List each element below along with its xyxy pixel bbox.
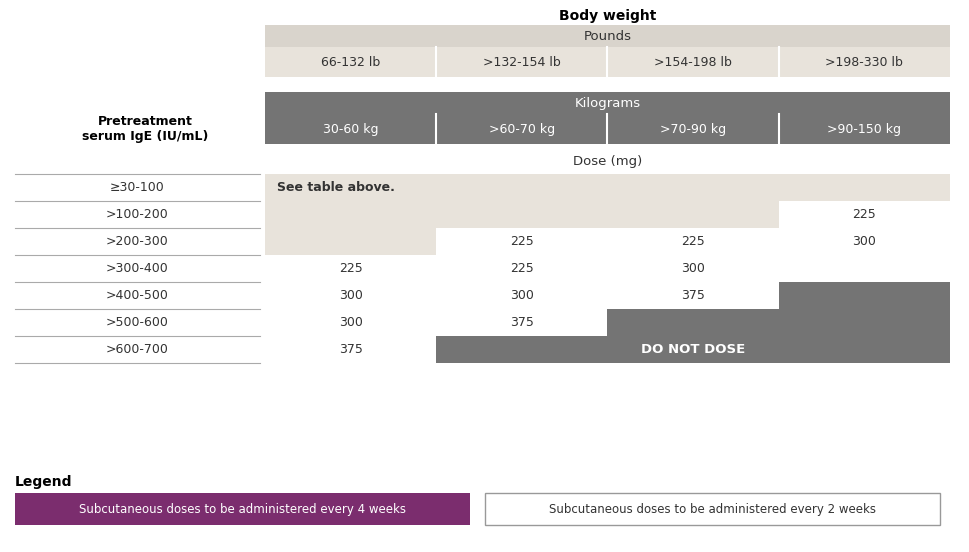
- Text: >90-150 kg: >90-150 kg: [827, 123, 900, 135]
- Text: >154-198 lb: >154-198 lb: [653, 56, 732, 68]
- Text: 300: 300: [852, 235, 875, 248]
- Bar: [265, 228, 436, 255]
- Text: 66-132 lb: 66-132 lb: [321, 56, 380, 68]
- Bar: [436, 201, 607, 228]
- Text: Subcutaneous doses to be administered every 4 weeks: Subcutaneous doses to be administered ev…: [78, 502, 406, 516]
- Text: 300: 300: [680, 262, 704, 275]
- Bar: [607, 336, 778, 363]
- Bar: [265, 47, 949, 77]
- Text: See table above.: See table above.: [277, 181, 394, 194]
- Text: >600-700: >600-700: [106, 343, 169, 356]
- Bar: [607, 309, 778, 336]
- Bar: [15, 493, 470, 525]
- Bar: [436, 174, 607, 201]
- Bar: [778, 309, 949, 336]
- Text: 375: 375: [338, 343, 362, 356]
- Text: >100-200: >100-200: [106, 208, 169, 221]
- Text: Pretreatment
serum IgE (IU/mL): Pretreatment serum IgE (IU/mL): [81, 115, 208, 143]
- Text: 225: 225: [510, 235, 533, 248]
- Text: >70-90 kg: >70-90 kg: [659, 123, 726, 135]
- Text: 300: 300: [510, 289, 533, 302]
- Bar: [607, 174, 778, 201]
- Text: 225: 225: [510, 262, 533, 275]
- Text: 375: 375: [510, 316, 533, 329]
- Text: Subcutaneous doses to be administered every 2 weeks: Subcutaneous doses to be administered ev…: [548, 502, 875, 516]
- Text: Kilograms: Kilograms: [574, 97, 640, 109]
- Text: >60-70 kg: >60-70 kg: [488, 123, 554, 135]
- Text: ≥30-100: ≥30-100: [110, 181, 165, 194]
- Bar: [265, 92, 949, 114]
- Text: 225: 225: [338, 262, 362, 275]
- Bar: [778, 336, 949, 363]
- Bar: [607, 201, 778, 228]
- Text: >500-600: >500-600: [106, 316, 169, 329]
- Bar: [265, 174, 436, 201]
- Bar: [778, 282, 949, 309]
- Text: >198-330 lb: >198-330 lb: [825, 56, 902, 68]
- Bar: [778, 174, 949, 201]
- Text: DO NOT DOSE: DO NOT DOSE: [641, 343, 744, 356]
- Text: >300-400: >300-400: [106, 262, 169, 275]
- Text: 300: 300: [338, 316, 362, 329]
- Text: Dose (mg): Dose (mg): [573, 155, 641, 167]
- Bar: [265, 114, 949, 144]
- Text: >132-154 lb: >132-154 lb: [483, 56, 560, 68]
- Text: 30-60 kg: 30-60 kg: [323, 123, 378, 135]
- Text: Pounds: Pounds: [583, 29, 631, 43]
- Bar: [484, 493, 939, 525]
- Bar: [436, 336, 607, 363]
- Text: 375: 375: [680, 289, 704, 302]
- Text: 225: 225: [680, 235, 704, 248]
- Text: Body weight: Body weight: [558, 9, 655, 23]
- Text: Legend: Legend: [15, 475, 73, 489]
- Bar: [265, 25, 949, 47]
- Bar: [265, 201, 436, 228]
- Text: 300: 300: [338, 289, 362, 302]
- Text: 225: 225: [852, 208, 875, 221]
- Text: >200-300: >200-300: [106, 235, 169, 248]
- Text: >400-500: >400-500: [106, 289, 169, 302]
